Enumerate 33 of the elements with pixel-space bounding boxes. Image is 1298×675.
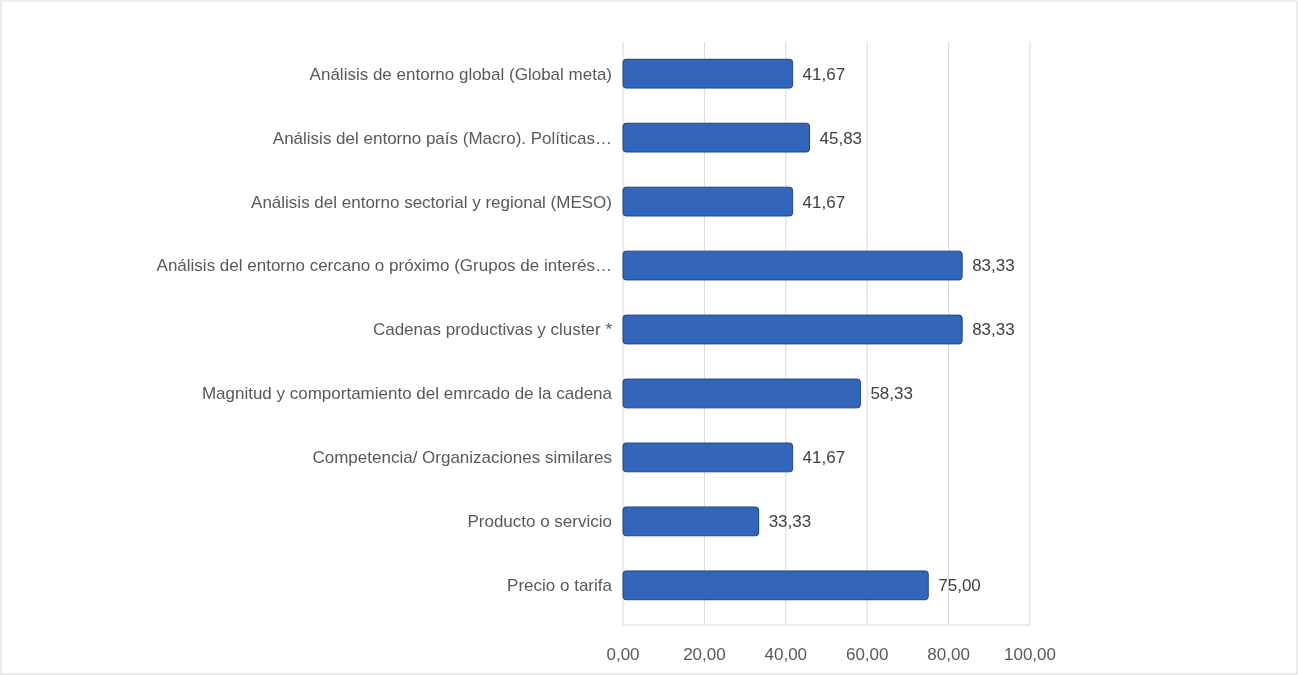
bar	[622, 122, 811, 153]
x-tick-label: 80,00	[927, 645, 970, 664]
y-tick-label: Análisis del entorno país (Macro). Políticas…	[272, 128, 612, 148]
data-label: 41,67	[802, 448, 846, 468]
y-tick-label: Precio o tarifa	[507, 576, 613, 596]
x-tick-label: 20,00	[683, 645, 726, 664]
y-tick-label: Producto o servicio	[467, 512, 612, 532]
y-tick-label: Magnitud y comportamiento del emrcado de la cadena	[201, 384, 613, 404]
bar	[622, 442, 794, 473]
bar	[622, 314, 963, 345]
bar	[622, 570, 929, 601]
data-label: 58,33	[870, 384, 913, 404]
data-label: 45,83	[819, 128, 863, 148]
data-label: 75,00	[938, 576, 981, 596]
bar	[622, 58, 794, 89]
bar	[622, 378, 861, 409]
x-tick-label: 0,00	[606, 645, 640, 664]
data-label: 41,67	[802, 64, 846, 84]
x-tick-label: 60,00	[845, 645, 889, 664]
y-tick-label: Cadenas productivas y cluster *	[372, 320, 613, 340]
y-tick-label: Competencia/ Organizaciones similares	[312, 448, 612, 468]
data-label: 83,33	[972, 256, 1015, 276]
x-tick-label: 40,00	[764, 645, 808, 664]
data-label: 33,33	[768, 512, 812, 532]
bar	[622, 250, 963, 281]
bar	[622, 506, 760, 537]
y-tick-label: Análisis del entorno cercano o próximo (Grupos de interés…	[156, 256, 612, 276]
x-tick-label: 100,00	[1004, 645, 1056, 664]
y-tick-label: Análisis del entorno sectorial y regional (MESO)	[251, 192, 612, 212]
y-tick-label: Análisis de entorno global (Global meta)	[309, 64, 612, 84]
data-label: 41,67	[802, 192, 846, 212]
bar	[622, 186, 794, 217]
data-label: 83,33	[972, 320, 1015, 340]
